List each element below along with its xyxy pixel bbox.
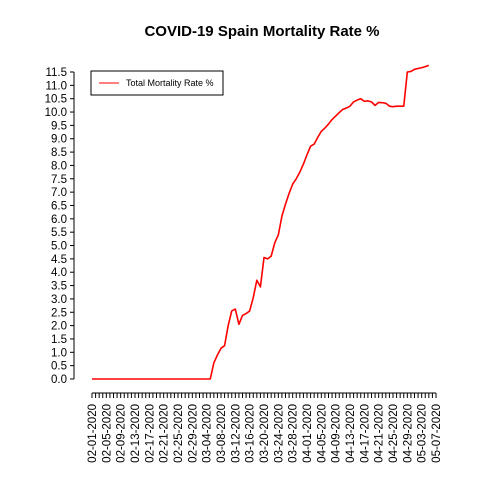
x-tick-label: 03-16-2020 <box>245 404 257 463</box>
y-tick-label: 4.0 <box>51 267 67 279</box>
x-tick-label: 03-12-2020 <box>230 404 242 463</box>
y-tick-label: 3.0 <box>51 294 67 306</box>
y-tick-label: 1.5 <box>51 334 67 346</box>
y-tick-label: 9.0 <box>51 134 67 146</box>
legend-entry: Total Mortality Rate % <box>126 78 214 88</box>
y-tick-label: 6.5 <box>51 200 67 212</box>
x-tick-label: 02-05-2020 <box>101 404 113 463</box>
x-axis: 02-01-2020 02-05-2020 02-09-2020 02-13-2020… <box>87 392 443 463</box>
x-tick-label: 04-21-2020 <box>374 404 386 463</box>
x-tick-label: 04-09-2020 <box>331 404 343 463</box>
x-tick-label: 02-29-2020 <box>187 404 199 463</box>
series-line <box>92 64 430 380</box>
x-tick-label: 03-08-2020 <box>216 404 228 463</box>
y-tick-label: 5.5 <box>51 227 67 239</box>
y-tick-label: 9.5 <box>51 120 67 132</box>
y-tick-label: 5.0 <box>51 241 67 253</box>
y-tick-label: 8.5 <box>51 147 67 159</box>
x-tick-label: 05-03-2020 <box>417 404 429 463</box>
y-tick-label: 6.0 <box>51 214 67 226</box>
y-tick-label: 11.0 <box>45 80 67 92</box>
y-tick-label: 1.0 <box>51 347 67 359</box>
x-tick-label: 02-09-2020 <box>116 404 128 463</box>
y-axis: 0.00.5 1.01.52.0 2.53.03.5 4.04.55.0 5.56.0 6… <box>45 67 75 386</box>
x-tick-label: 04-25-2020 <box>388 404 400 463</box>
y-tick-label: 4.5 <box>51 254 67 266</box>
x-tick-label: 04-05-2020 <box>316 404 328 463</box>
x-tick-label: 02-01-2020 <box>87 404 99 463</box>
y-tick-label: 2.5 <box>51 307 67 319</box>
x-tick-label: 03-04-2020 <box>202 404 214 463</box>
y-tick-label: 3.5 <box>51 281 67 293</box>
x-tick-label: 05-07-2020 <box>431 404 443 463</box>
y-tick-label: 0.5 <box>51 361 67 373</box>
x-tick-label: 04-17-2020 <box>359 404 371 463</box>
series-group <box>92 64 430 380</box>
x-tick-label: 02-21-2020 <box>159 404 171 463</box>
x-tick-label: 04-01-2020 <box>302 404 314 463</box>
legend: Total Mortality Rate % <box>90 70 224 96</box>
x-tick-label: 04-29-2020 <box>402 404 414 463</box>
y-tick-label: 0.0 <box>51 374 67 386</box>
x-tick-label: 02-13-2020 <box>130 404 142 463</box>
x-tick-label: 03-24-2020 <box>273 404 285 463</box>
y-tick-label: 7.0 <box>51 187 67 199</box>
x-tick-label: 04-13-2020 <box>345 404 357 463</box>
x-tick-label: 03-28-2020 <box>288 404 300 463</box>
x-tick-label: 03-20-2020 <box>259 404 271 463</box>
chart-title: COVID-19 Spain Mortality Rate % <box>144 23 379 40</box>
x-tick-label: 02-25-2020 <box>173 404 185 463</box>
y-tick-label: 10.5 <box>45 94 67 106</box>
y-tick-label: 8.0 <box>51 160 67 172</box>
x-tick-label: 02-17-2020 <box>144 404 156 463</box>
y-tick-label: 7.5 <box>51 174 67 186</box>
y-tick-label: 10.0 <box>45 107 67 119</box>
y-tick-label: 2.0 <box>51 321 67 333</box>
y-tick-label: 11.5 <box>45 67 67 79</box>
